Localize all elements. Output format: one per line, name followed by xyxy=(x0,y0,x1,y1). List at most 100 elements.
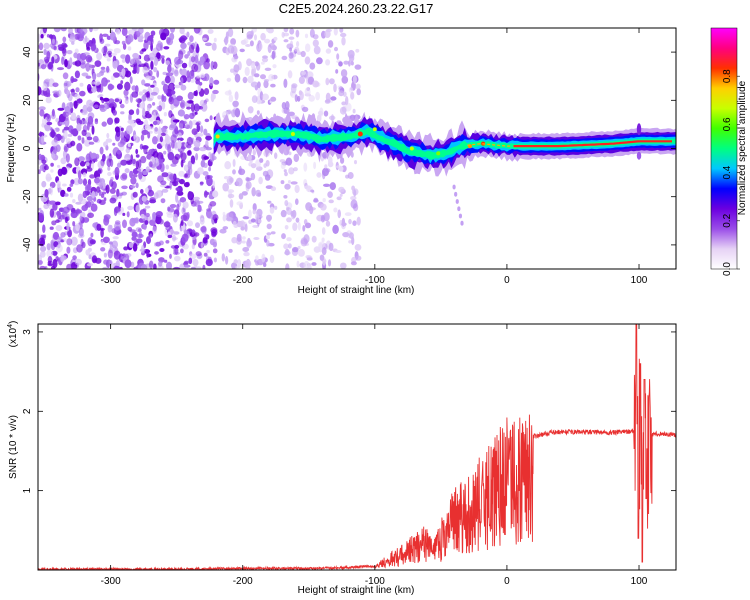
heatmap-cell xyxy=(74,48,79,54)
heatmap-cell xyxy=(250,172,256,181)
heatmap-cell xyxy=(247,154,252,162)
heatmap-cell xyxy=(69,183,74,188)
heatmap-cell xyxy=(231,237,238,244)
heatmap-cell xyxy=(158,261,163,267)
heatmap-cell xyxy=(283,39,289,43)
heatmap-cell xyxy=(297,221,301,231)
heatmap-cell xyxy=(349,114,356,122)
heatmap-cell xyxy=(49,34,53,39)
heatmap-cell xyxy=(122,212,126,216)
heatmap-cell xyxy=(213,37,217,43)
colorbar-label: Normalized spectral amplitude xyxy=(737,80,748,215)
heatmap-cell xyxy=(283,32,290,37)
heatmap-cell xyxy=(304,185,312,190)
heatmap-cell xyxy=(142,170,148,176)
heatmap-cell xyxy=(312,80,320,88)
heatmap-cell xyxy=(196,124,201,133)
heatmap-cell xyxy=(336,53,340,60)
heatmap-cell xyxy=(323,110,329,117)
heatmap-cell xyxy=(72,221,76,227)
heatmap-cell xyxy=(172,119,180,123)
heatmap-cell xyxy=(329,115,336,121)
heatmap-cell xyxy=(270,83,276,88)
heatmap-cell xyxy=(127,119,135,125)
heatmap-cell xyxy=(283,169,287,173)
heatmap-cell xyxy=(92,135,99,143)
heatmap-cell xyxy=(160,119,163,124)
heatmap-cell xyxy=(98,104,105,109)
heatmap-cell xyxy=(458,213,463,219)
heatmap-cell xyxy=(43,203,50,210)
heatmap-cell xyxy=(52,145,58,154)
heatmap-cell xyxy=(350,61,354,66)
snr-x-tick-label: 100 xyxy=(631,576,648,587)
heatmap-cell xyxy=(292,209,297,219)
spectrogram-y-tick-label: 0 xyxy=(22,145,33,151)
heatmap-cell xyxy=(107,166,111,171)
heatmap-cell xyxy=(340,69,348,78)
heatmap-cell xyxy=(191,243,195,250)
heatmap-cell xyxy=(335,165,342,169)
heatmap-cell xyxy=(137,167,144,172)
heatmap-cell xyxy=(290,181,298,185)
heatmap-cell xyxy=(232,220,237,228)
heatmap-cell xyxy=(81,72,89,77)
heatmap-cell xyxy=(281,233,286,240)
heatmap-cell xyxy=(208,166,212,172)
heatmap-cell xyxy=(239,48,245,53)
heatmap-cell xyxy=(174,244,180,249)
heatmap-cell xyxy=(324,164,328,169)
heatmap-cell xyxy=(234,108,241,118)
heatmap-cell xyxy=(60,28,67,32)
heatmap-cell xyxy=(74,258,82,266)
heatmap-cell xyxy=(194,111,198,115)
heatmap-cell xyxy=(64,117,70,127)
heatmap-cell xyxy=(107,249,113,259)
heatmap-cell xyxy=(91,255,98,264)
heatmap-cell xyxy=(44,266,48,269)
heatmap-cell xyxy=(47,255,53,264)
heatmap-cell xyxy=(46,121,53,126)
heatmap-cell xyxy=(352,108,356,114)
heatmap-cell xyxy=(333,28,338,36)
heatmap-cell xyxy=(264,67,272,72)
heatmap-cell xyxy=(92,72,97,81)
heatmap-cell xyxy=(187,100,194,104)
heatmap-cell xyxy=(293,167,298,172)
heatmap-cell xyxy=(73,52,78,59)
heatmap-cell xyxy=(338,186,345,193)
heatmap-cell xyxy=(138,262,145,269)
heatmap-cell xyxy=(89,174,95,179)
heatmap-cell xyxy=(149,197,156,202)
heatmap-cell xyxy=(167,151,175,161)
heatmap-cell xyxy=(193,140,201,148)
heatmap-cell xyxy=(320,203,327,211)
heatmap-cell xyxy=(113,265,121,269)
heatmap-cell xyxy=(103,45,108,54)
heatmap-cell xyxy=(76,142,83,152)
heatmap-cell xyxy=(203,190,208,198)
heatmap-cell xyxy=(325,99,331,103)
heatmap-cell xyxy=(138,64,142,68)
heatmap-cell xyxy=(244,66,250,76)
heatmap-cell xyxy=(298,76,305,84)
heatmap-cell xyxy=(293,153,300,163)
heatmap-cell xyxy=(179,28,185,35)
heatmap-cell xyxy=(348,232,354,239)
spectrogram-x-tick-label: -200 xyxy=(233,275,253,286)
heatmap-cell xyxy=(135,227,142,233)
heatmap-cell xyxy=(88,141,95,145)
heatmap-cell xyxy=(121,28,128,36)
heatmap-cell xyxy=(99,146,104,155)
heatmap-cell xyxy=(42,83,48,92)
heatmap-cell xyxy=(178,178,185,185)
heatmap-cell xyxy=(112,236,119,240)
heatmap-cell xyxy=(187,160,192,170)
heatmap-cell xyxy=(53,46,57,51)
heatmap-cell xyxy=(47,263,53,267)
heatmap-ridge-band xyxy=(213,123,676,164)
heatmap-peak xyxy=(436,151,441,156)
heatmap-cell xyxy=(242,216,250,220)
heatmap-cell xyxy=(67,93,73,102)
heatmap-cell xyxy=(283,195,288,199)
